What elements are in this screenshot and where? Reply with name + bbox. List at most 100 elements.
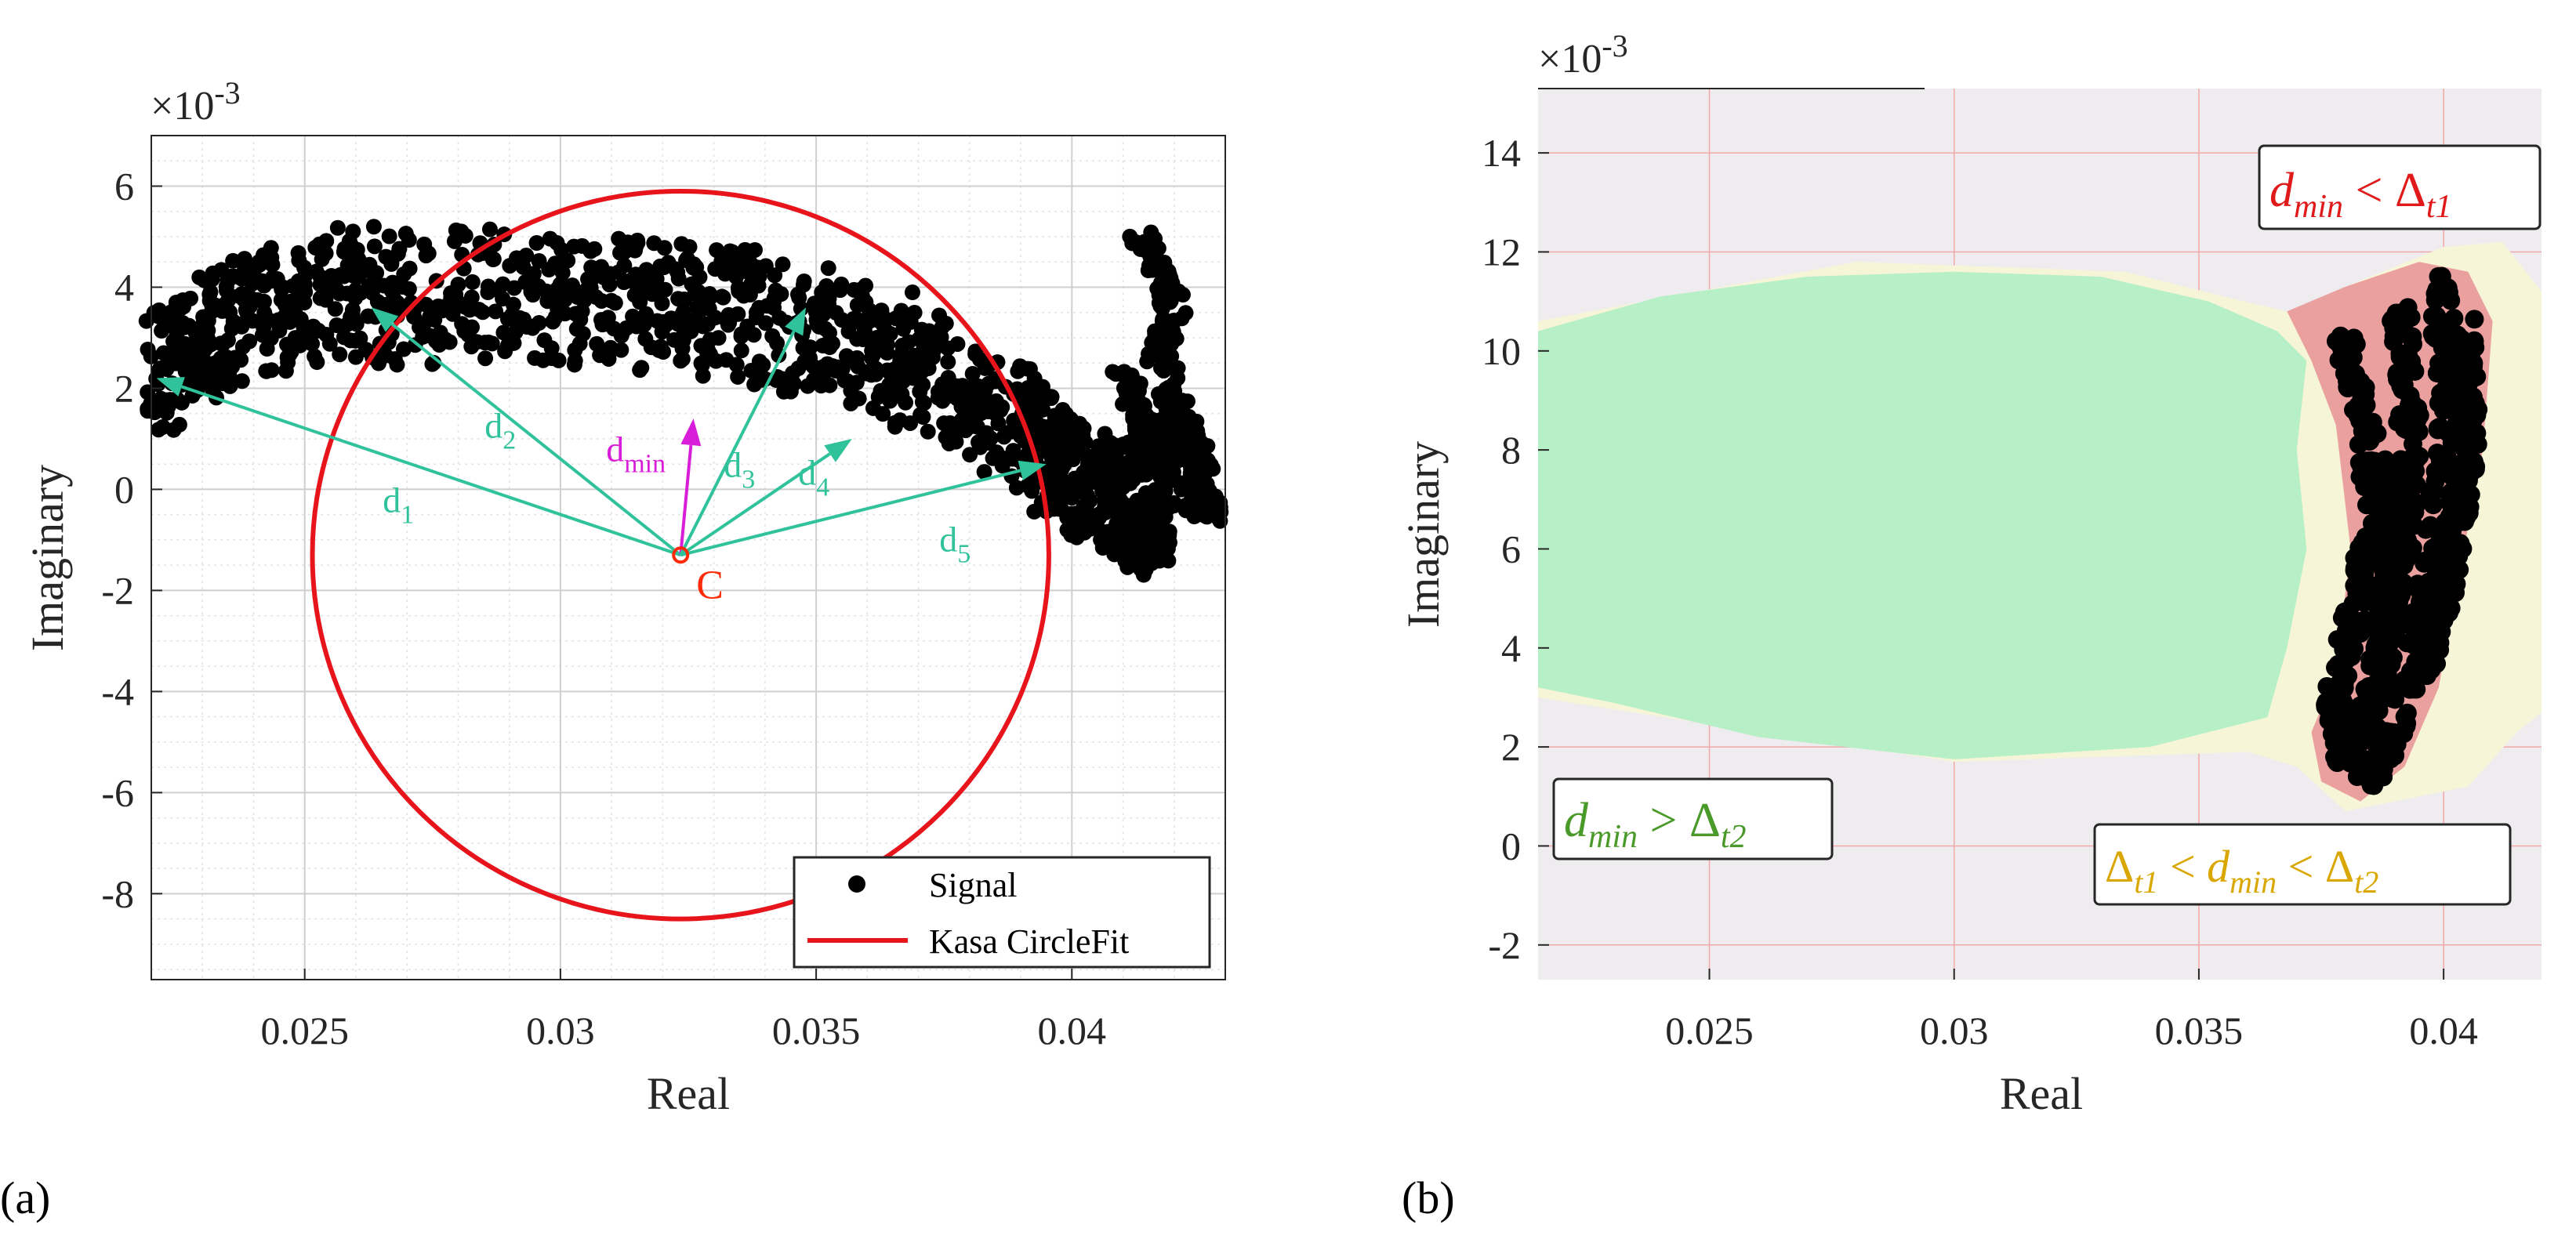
vector-arrowhead [785, 307, 807, 336]
signal-point [201, 286, 218, 303]
panel-a-label: (a) [0, 1172, 50, 1223]
y-tick-label: -2 [1488, 923, 1521, 967]
signal-point [949, 335, 966, 352]
signal-point [1168, 331, 1185, 347]
signal-point [176, 319, 193, 335]
signal-point [730, 368, 746, 385]
vector-line [181, 385, 681, 557]
signal-point [2425, 327, 2445, 346]
signal-point [2430, 640, 2450, 660]
signal-point [2385, 746, 2404, 766]
y-tick-label: 2 [1501, 725, 1521, 769]
signal-point [542, 230, 558, 247]
signal-point [2417, 666, 2436, 686]
signal-point [1126, 549, 1142, 565]
signal-point [2405, 361, 2425, 381]
vector-label: d2 [484, 405, 516, 455]
vector-label-main: d [383, 480, 401, 520]
signal-point [426, 309, 442, 325]
red-label-delta: Δ [2395, 164, 2426, 217]
signal-point [236, 251, 252, 267]
signal-point [545, 313, 561, 330]
signal-point [277, 307, 293, 324]
signal-point [2353, 388, 2372, 408]
signal-point [611, 230, 627, 247]
x-tick-label: 0.025 [260, 1009, 349, 1052]
signal-point [2350, 729, 2370, 748]
signal-point [2459, 432, 2479, 451]
signal-point [865, 335, 881, 352]
signal-point [1150, 240, 1166, 256]
red-label-d-sub: min [2294, 189, 2343, 225]
signal-point [401, 232, 417, 248]
red-label-delta-sub: t1 [2426, 189, 2452, 225]
signal-point [632, 362, 648, 379]
y-tick-label: 12 [1482, 230, 1521, 274]
panel-b-signal-scatter [2316, 266, 2488, 795]
signal-point [660, 255, 677, 271]
signal-point [464, 274, 481, 290]
signal-point [1170, 360, 1186, 376]
signal-point [350, 269, 366, 285]
signal-point [702, 290, 718, 306]
signal-point [2349, 712, 2368, 731]
panel-a-y-exponent-power: -3 [214, 75, 240, 110]
signal-point [1076, 420, 1092, 437]
signal-point [795, 339, 811, 356]
yellow-label-op1: < [2158, 841, 2207, 892]
signal-point [1009, 381, 1025, 397]
signal-point [709, 242, 725, 259]
signal-point [1122, 228, 1138, 245]
yellow-label-d: d [2207, 841, 2230, 892]
signal-point [396, 266, 412, 282]
vector-label-main: d [484, 405, 503, 445]
signal-point [637, 331, 654, 347]
signal-point [1097, 426, 1113, 442]
signal-point [1076, 507, 1092, 523]
signal-point [336, 329, 352, 346]
signal-point [1071, 443, 1087, 459]
vector-label-sub: 4 [816, 473, 829, 502]
signal-point [638, 306, 655, 322]
signal-point [920, 339, 936, 355]
signal-point [1166, 383, 1183, 400]
panel-b-y-exponent-base: ×10 [1538, 37, 1602, 82]
red-region-label: dmin < Δt1 [2258, 144, 2542, 230]
signal-point [979, 400, 996, 417]
signal-point [849, 350, 865, 366]
signal-point [748, 304, 764, 321]
signal-point [378, 248, 394, 265]
signal-point [616, 257, 633, 274]
signal-point [613, 328, 629, 344]
signal-point [1198, 508, 1214, 524]
vector-label: d4 [798, 452, 829, 502]
y-tick-label: 10 [1482, 329, 1521, 373]
signal-point [381, 228, 397, 245]
green-label-op: > [1638, 794, 1689, 847]
signal-point [739, 263, 756, 280]
vector-arrowhead [1018, 460, 1047, 481]
signal-point [2353, 754, 2373, 773]
signal-point [1163, 467, 1180, 484]
signal-point [1137, 561, 1154, 578]
signal-point [2340, 629, 2360, 649]
vector-arrowhead [824, 438, 852, 462]
signal-point [882, 325, 898, 342]
signal-point [670, 270, 687, 287]
vector-label-main: d [724, 444, 742, 484]
signal-point [2386, 533, 2405, 552]
signal-point [809, 316, 825, 332]
signal-point [687, 283, 703, 299]
signal-point [1133, 420, 1149, 437]
signal-point [1115, 479, 1131, 495]
legend-circle-fit-label: Kasa CircleFit [929, 922, 1129, 961]
signal-point [293, 335, 310, 351]
signal-point [457, 299, 473, 315]
signal-point [567, 353, 583, 369]
signal-point [1177, 426, 1193, 443]
signal-point [887, 360, 903, 377]
signal-point [251, 254, 267, 270]
signal-point [2428, 309, 2447, 328]
signal-point [633, 281, 650, 297]
signal-point [1160, 263, 1177, 280]
